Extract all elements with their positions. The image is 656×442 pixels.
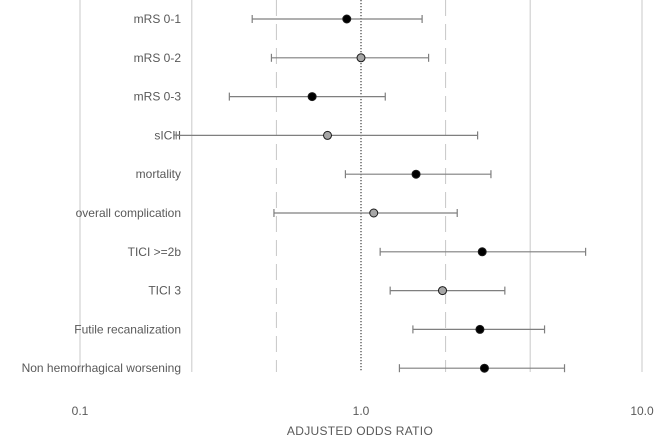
odds-ratio-point [356, 53, 366, 63]
row-label: sICH [154, 128, 181, 142]
row-label: mRS 0-3 [134, 90, 182, 104]
row-label: mortality [136, 167, 181, 181]
confidence-intervals [175, 14, 587, 373]
x-tick-label: 10.0 [630, 404, 654, 418]
row-label: Non hemorrhagical worsening [22, 361, 181, 375]
x-axis-label: ADJUSTED ODDS RATIO [287, 424, 433, 438]
odds-ratio-point [307, 92, 317, 102]
odds-ratio-point [411, 169, 421, 179]
x-tick-label: 0.1 [72, 404, 89, 418]
odds-ratio-point [437, 286, 447, 296]
odds-ratio-point [342, 14, 352, 24]
odds-ratio-point [477, 247, 487, 257]
odds-ratio-point [475, 324, 485, 334]
row-label: TICI >=2b [128, 245, 182, 259]
row-label: mRS 0-1 [134, 12, 182, 26]
x-axis-ticks: 0.1 1.0 10.0 [72, 404, 654, 418]
odds-ratio-point [323, 130, 333, 140]
row-labels: mRS 0-1 mRS 0-2 mRS 0-3 sICH mortality overal… [22, 12, 182, 375]
row-label: mRS 0-2 [134, 51, 182, 65]
row-label: Futile recanalization [74, 322, 181, 336]
gridlines [79, 0, 643, 372]
row-label: TICI 3 [148, 284, 181, 298]
odds-ratio-point [479, 363, 489, 373]
odds-ratio-point [369, 208, 379, 218]
row-label: overall complication [76, 206, 181, 220]
x-tick-label: 1.0 [353, 404, 370, 418]
